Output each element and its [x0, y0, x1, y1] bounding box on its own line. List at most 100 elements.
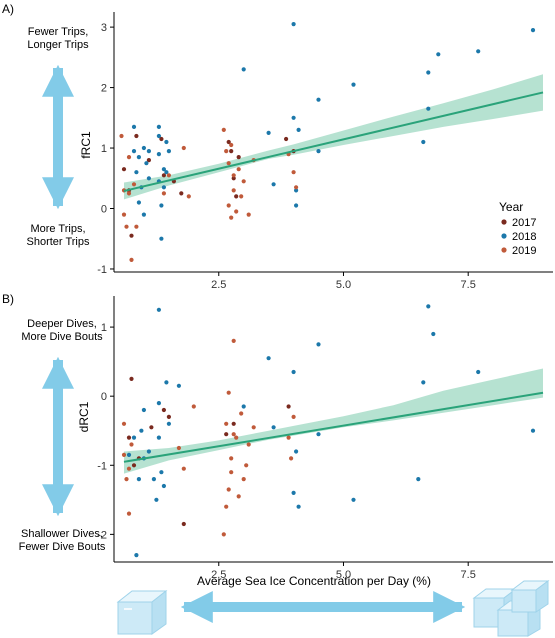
point-2017 — [166, 414, 171, 419]
panel-a-ylabel: fRC1 — [79, 131, 93, 159]
point-2018 — [154, 497, 159, 502]
point-2019 — [131, 182, 137, 187]
point-2018 — [316, 149, 321, 154]
point-2019 — [291, 170, 296, 175]
point-2017 — [129, 376, 134, 381]
point-2018 — [294, 449, 299, 454]
point-2017 — [181, 521, 186, 527]
y-tick-label-a: 3 — [101, 22, 107, 34]
confidence-band-b — [124, 368, 543, 474]
panel-a-bottom-annotation-line1: More Trips, — [30, 223, 85, 235]
trend-line-a — [123, 91, 544, 192]
plot-b: -2 -1 0 1 2.5 5.0 7.5 — [97, 296, 553, 581]
point-2019 — [181, 145, 186, 151]
point-2018 — [126, 452, 132, 457]
point-2018 — [164, 139, 169, 145]
point-2019 — [134, 224, 139, 229]
point-2019 — [234, 435, 239, 440]
point-2018 — [141, 407, 146, 413]
point-2018 — [296, 127, 301, 132]
point-2019 — [289, 456, 294, 461]
point-2019 — [181, 466, 186, 471]
point-2019 — [121, 212, 127, 217]
point-2019 — [294, 185, 299, 190]
point-2018 — [316, 432, 321, 437]
trend-line-b — [123, 391, 544, 463]
panel-a-bottom-annotation-line2: Shorter Trips — [27, 236, 90, 248]
legend-label-2017: 2017 — [512, 217, 536, 229]
point-2018 — [134, 170, 139, 175]
point-2017 — [231, 421, 236, 426]
point-2017 — [131, 463, 137, 468]
point-2019 — [129, 442, 134, 447]
point-2019 — [251, 425, 256, 430]
x-tick-label-a: 7.5 — [461, 279, 476, 291]
point-2019 — [224, 421, 229, 426]
ice-cubes-icon — [472, 580, 550, 637]
point-2017 — [161, 407, 166, 413]
legend-title: Year — [499, 200, 523, 214]
point-2018 — [141, 145, 146, 151]
point-2018 — [316, 342, 321, 347]
point-2019 — [236, 494, 241, 499]
y-tick-label-b: 1 — [101, 322, 107, 334]
point-2019 — [224, 504, 229, 509]
point-2019 — [231, 188, 236, 193]
legend-key-2018 — [501, 233, 507, 239]
x-tick-label-b: 2.5 — [211, 569, 226, 581]
panel-a-top-annotation-line2: Longer Trips — [27, 39, 89, 51]
point-2018 — [241, 67, 246, 72]
point-2017 — [229, 149, 234, 154]
point-2018 — [136, 477, 141, 482]
point-2018 — [416, 477, 421, 482]
point-2017 — [226, 139, 231, 145]
y-tick-label-a: 0 — [101, 204, 107, 216]
point-2019 — [244, 463, 249, 468]
point-2019 — [121, 421, 127, 426]
point-2019 — [236, 167, 241, 172]
point-2018 — [266, 356, 271, 361]
point-2019 — [121, 452, 127, 457]
point-2019 — [221, 127, 226, 132]
point-2018 — [291, 490, 296, 495]
y-tick-label-a: -1 — [97, 264, 107, 276]
point-2017 — [286, 404, 291, 409]
point-2019 — [241, 477, 246, 482]
point-2018 — [426, 304, 431, 309]
point-2017 — [149, 425, 154, 430]
point-2019 — [246, 442, 251, 447]
point-2019 — [176, 445, 181, 451]
legend-key-2017 — [501, 219, 507, 225]
point-2018 — [139, 428, 144, 433]
point-2018 — [144, 161, 149, 166]
point-2019 — [224, 149, 229, 154]
point-2017 — [284, 136, 289, 142]
point-2017 — [129, 233, 134, 238]
point-2019 — [234, 209, 239, 214]
point-2019 — [231, 338, 236, 343]
panel-b-top-annotation-line1: Deeper Dives, — [27, 318, 97, 330]
point-2019 — [221, 532, 226, 537]
point-2017 — [159, 136, 164, 142]
panel-b-bottom-annotation-line1: Shallower Dives, — [21, 528, 103, 540]
point-2018 — [426, 70, 431, 75]
point-2018 — [476, 49, 481, 54]
ice-cube-icon — [116, 589, 168, 635]
point-2019 — [231, 173, 236, 178]
point-2018 — [141, 212, 146, 217]
point-2018 — [294, 188, 299, 193]
x-tick-label-a: 2.5 — [211, 279, 226, 291]
point-2018 — [156, 152, 161, 157]
ice-scale — [116, 580, 550, 637]
y-tick-label-a: 1 — [101, 143, 107, 155]
point-2018 — [164, 380, 169, 385]
panel-b-bottom-annotation-line2: Fewer Dive Bouts — [19, 541, 106, 553]
point-2018 — [156, 133, 161, 139]
point-2019 — [291, 414, 296, 419]
point-2018 — [476, 369, 481, 375]
point-2018 — [131, 124, 137, 129]
point-2019 — [229, 456, 234, 461]
point-2018 — [530, 28, 536, 33]
point-2018 — [136, 155, 141, 160]
point-2017 — [146, 158, 151, 163]
